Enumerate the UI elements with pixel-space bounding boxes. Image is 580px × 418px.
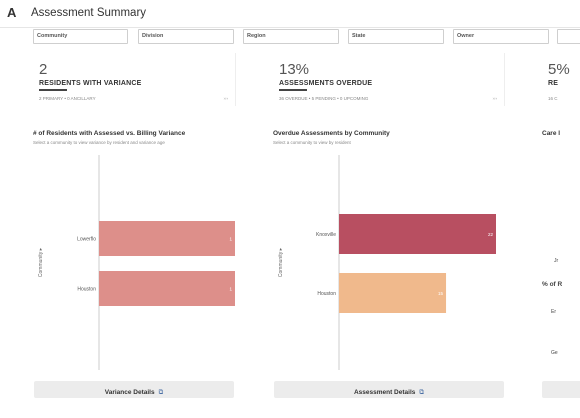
- kpi-more-link[interactable]: ›››: [223, 96, 229, 101]
- kpi-underline: [279, 89, 307, 91]
- overdue-bar-chart[interactable]: Community ▸ Knoxville 22 Houston 15: [273, 150, 508, 375]
- filter-community[interactable]: Community: [33, 29, 128, 44]
- assessment-details-button[interactable]: Assessment Details ⧉: [274, 381, 504, 398]
- kpi-underline: [39, 89, 67, 91]
- external-link-icon: ⧉: [158, 389, 164, 396]
- filter-label: Community: [37, 33, 68, 39]
- chart-bar[interactable]: [339, 214, 496, 254]
- category-tick-label: Knoxville: [316, 232, 336, 238]
- kpi-residents-variance[interactable]: 2 RESIDENTS WITH VARIANCE 2 PRIMARY • 0 …: [33, 53, 236, 106]
- category-tick-label: Houston: [317, 291, 336, 297]
- filter-region[interactable]: Region: [243, 29, 339, 44]
- kpi-value: 13%: [279, 61, 310, 78]
- partial-label: Jr: [554, 258, 559, 264]
- variance-bar-chart[interactable]: Community ▸ Lowerflo 1 Houston 1: [33, 150, 243, 375]
- panel-subtitle-overdue: Select a community to view by resident: [273, 140, 351, 145]
- data-label: 15: [438, 291, 444, 296]
- partial-label: Ge: [551, 350, 558, 356]
- kpi-third-partial[interactable]: 5% RE 16 C: [542, 53, 580, 106]
- filter-label: Division: [142, 33, 164, 39]
- filter-more[interactable]: [557, 29, 580, 44]
- title-bar: A Assessment Summary: [0, 0, 580, 28]
- y-axis-label: Community ▸: [38, 247, 44, 277]
- variance-details-button[interactable]: Variance Details ⧉: [34, 381, 234, 398]
- data-label: 22: [488, 232, 494, 237]
- filter-label: Owner: [457, 33, 475, 39]
- chart-bar[interactable]: [99, 221, 235, 256]
- category-tick-label: Lowerflo: [77, 237, 96, 243]
- partial-details-button[interactable]: [542, 381, 580, 398]
- external-link-icon: ⧉: [419, 389, 425, 396]
- filter-division[interactable]: Division: [138, 29, 234, 44]
- kpi-subtext: 16 C: [548, 96, 558, 101]
- data-label: 1: [229, 287, 232, 292]
- kpi-subtext: 2 PRIMARY • 0 ANCILLARY: [39, 96, 96, 101]
- panel-title-care: Care l: [542, 130, 561, 137]
- app-logo[interactable]: A: [7, 5, 17, 20]
- partial-label: Er: [551, 309, 556, 315]
- chart-bar[interactable]: [339, 273, 447, 313]
- page-title: Assessment Summary: [31, 7, 147, 19]
- filter-owner[interactable]: Owner: [453, 29, 549, 44]
- partial-title: % of R: [542, 281, 563, 288]
- kpi-value: 5%: [548, 61, 570, 78]
- kpi-assessments-overdue[interactable]: 13% ASSESSMENTS OVERDUE 36 OVERDUE • 5 P…: [273, 53, 505, 106]
- chart-bar[interactable]: [99, 271, 235, 306]
- kpi-value: 2: [39, 61, 48, 78]
- filter-state[interactable]: State: [348, 29, 444, 44]
- kpi-label: RESIDENTS WITH VARIANCE: [39, 80, 142, 87]
- kpi-label: ASSESSMENTS OVERDUE: [279, 80, 373, 87]
- button-label: Variance Details: [104, 389, 155, 396]
- kpi-subtext: 36 OVERDUE • 5 PENDING • 0 UPCOMING: [279, 96, 369, 101]
- filter-label: Region: [247, 33, 266, 39]
- panel-title-overdue: Overdue Assessments by Community: [273, 130, 390, 137]
- y-axis-label: Community ▸: [278, 247, 284, 277]
- kpi-more-link[interactable]: ›››: [492, 96, 498, 101]
- data-label: 1: [229, 237, 232, 242]
- panel-subtitle-variance: Select a community to view variance by r…: [33, 140, 165, 145]
- button-label: Assessment Details: [353, 389, 416, 396]
- kpi-label: RE: [548, 80, 559, 87]
- panel-title-variance: # of Residents with Assessed vs. Billing…: [33, 130, 186, 137]
- category-tick-label: Houston: [77, 287, 96, 293]
- filter-label: State: [352, 33, 366, 39]
